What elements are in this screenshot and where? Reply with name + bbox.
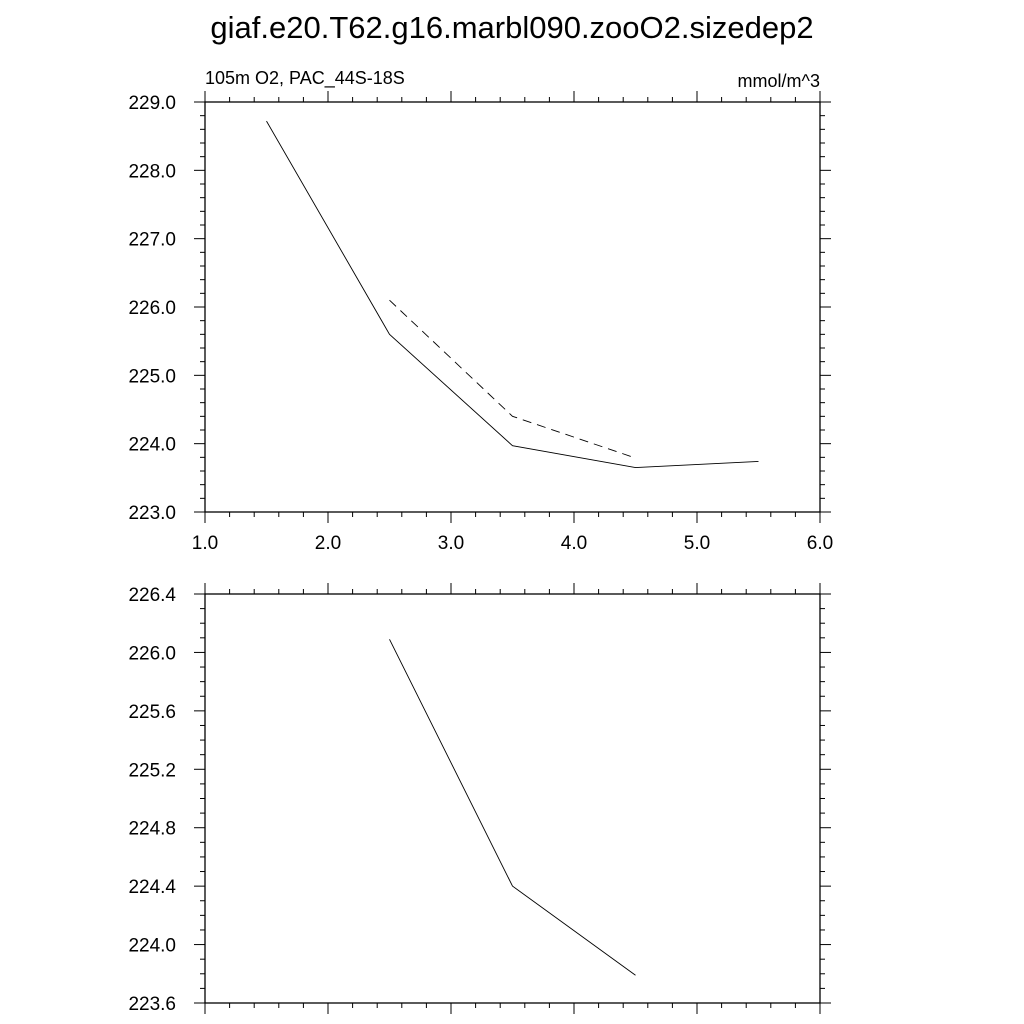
bottom-panel-y-tick-label: 226.0 <box>128 643 176 664</box>
top-panel-x-tick-label: 1.0 <box>192 533 218 554</box>
top-panel-x-tick-label: 3.0 <box>438 533 464 554</box>
bottom-panel-y-tick-label: 225.6 <box>128 702 176 723</box>
top-panel-left-label: 105m O2, PAC_44S-18S <box>205 68 405 89</box>
top-panel-y-tick-label: 227.0 <box>128 230 176 251</box>
bottom-panel-y-tick-label: 225.2 <box>128 760 176 781</box>
bottom-panel: 223.6 224.0 224.4 224.8 225.2 225.6 226.0 226.4 <box>128 583 831 1015</box>
bottom-panel-y-tick-label: 224.4 <box>128 877 176 898</box>
top-panel: 105m O2, PAC_44S-18S mmol/m^3 1.0 2.0 3.0 4… <box>128 68 833 554</box>
top-panel-y-tick-label: 228.0 <box>128 161 176 182</box>
top-panel-units-label: mmol/m^3 <box>738 71 820 91</box>
bottom-panel-y-tick-label: 223.6 <box>128 994 176 1015</box>
bottom-panel-y-tick-label: 224.0 <box>128 936 176 957</box>
top-panel-series-dashed-line <box>389 299 636 459</box>
top-panel-x-tick-label: 2.0 <box>315 533 341 554</box>
top-panel-y-tick-label: 229.0 <box>128 93 176 114</box>
top-panel-y-tick-label: 226.0 <box>128 298 176 319</box>
bottom-panel-y-tick-label: 226.4 <box>128 585 176 606</box>
top-panel-x-tick-label: 5.0 <box>684 533 710 554</box>
bottom-panel-series-solid-line <box>389 639 636 976</box>
bottom-panel-frame <box>204 593 821 1004</box>
bottom-panel-y-tick-label: 224.8 <box>128 819 176 840</box>
top-panel-y-tick-label: 224.0 <box>128 435 176 456</box>
figure-title: giaf.e20.T62.g16.marbl090.zooO2.sizedep2 <box>210 10 813 45</box>
top-panel-frame <box>204 101 821 513</box>
top-panel-y-tick-label: 223.0 <box>128 503 176 524</box>
top-panel-x-tick-label: 4.0 <box>561 533 587 554</box>
top-panel-x-tick-label: 6.0 <box>807 533 833 554</box>
top-panel-series-solid-line <box>266 120 759 469</box>
top-panel-y-tick-label: 225.0 <box>128 366 176 387</box>
